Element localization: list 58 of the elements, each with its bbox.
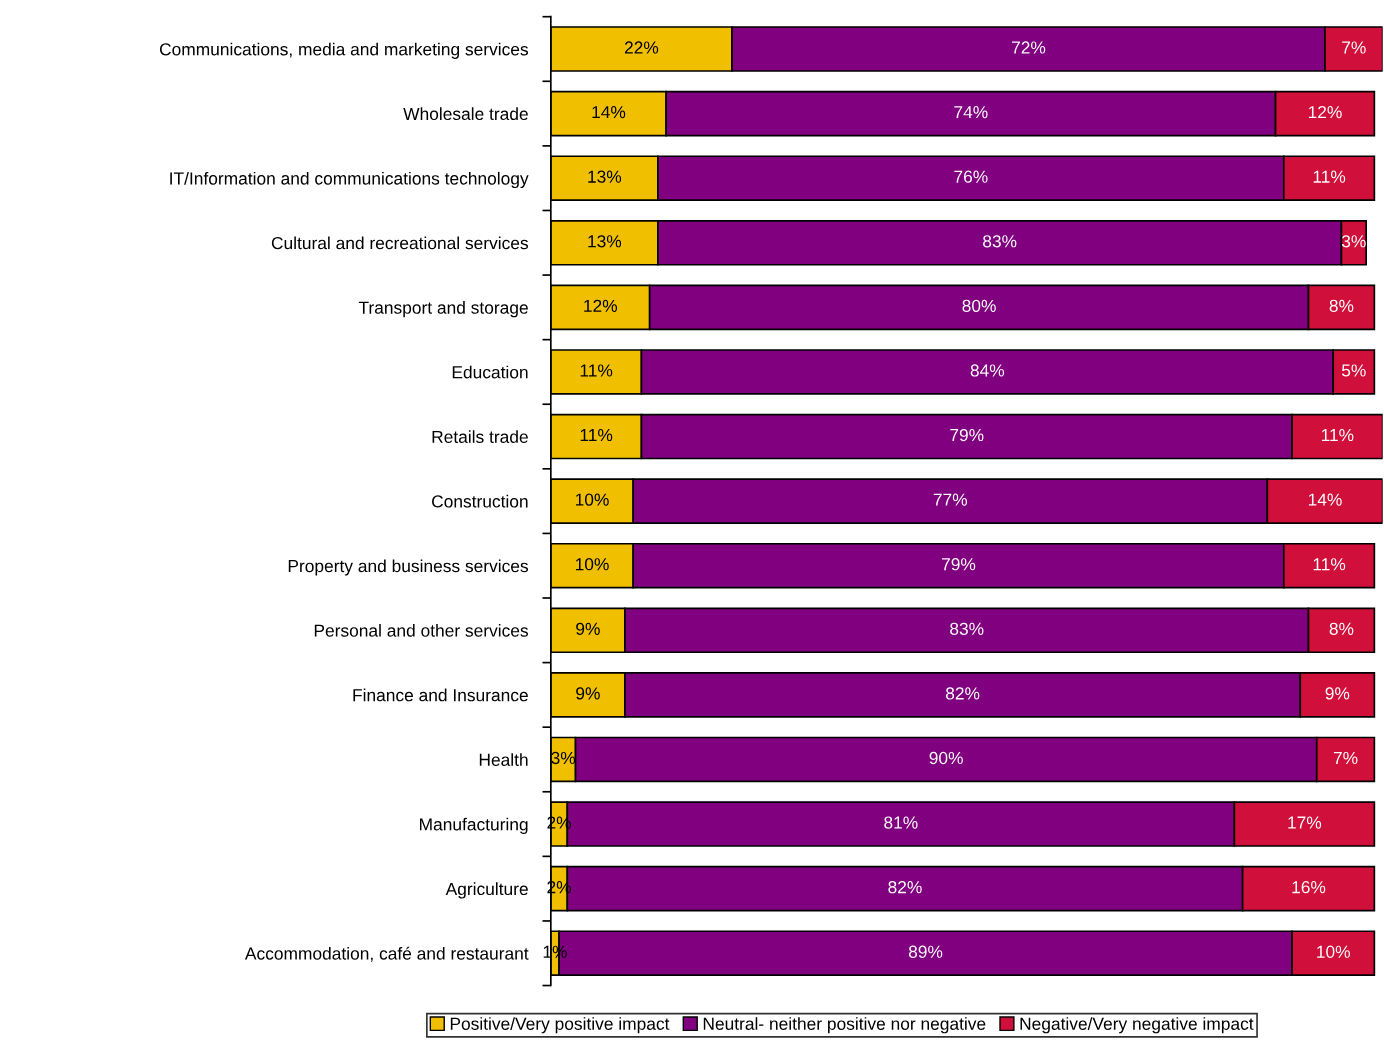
data-label: 13% — [588, 235, 622, 248]
data-label: 11% — [580, 428, 613, 442]
data-label: 90% — [929, 751, 963, 765]
data-label: 8% — [1329, 622, 1354, 635]
data-label: 10% — [575, 558, 609, 571]
data-label: 81% — [884, 816, 918, 829]
data-label: 14% — [592, 106, 626, 119]
legend-label: Negative/Very negative impact — [1020, 1017, 1254, 1034]
y-tick-label: Property and business services — [288, 559, 528, 576]
data-label: 83% — [983, 235, 1017, 248]
data-label: 77% — [933, 493, 968, 506]
y-tick-label: Agriculture — [445, 882, 528, 899]
y-tick-label: Accommodation, café and restaurant — [244, 946, 529, 962]
data-label: 10% — [1317, 945, 1350, 958]
y-tick-label: Wholesale trade — [403, 107, 528, 121]
data-label: 14% — [1308, 493, 1342, 506]
data-label: 12% — [1308, 105, 1342, 119]
data-label: 17% — [1288, 816, 1322, 829]
data-label: 11% — [580, 364, 613, 377]
data-label: 11% — [1313, 170, 1346, 183]
y-tick-label: Transport and storage — [358, 301, 528, 318]
y-tick-label: Construction — [432, 494, 528, 508]
y-tick-label: Personal and other services — [314, 624, 528, 637]
y-tick-label: Education — [452, 365, 528, 379]
y-tick-label: Retails trade — [432, 430, 528, 443]
data-label: 16% — [1292, 881, 1326, 894]
legend-label: Neutral- neither positive nor negative — [703, 1017, 986, 1034]
data-label: 7% — [1342, 41, 1366, 54]
legend-label: Positive/Very positive impact — [450, 1017, 670, 1034]
data-label: 9% — [576, 622, 600, 635]
y-tick-label: IT/Information and communications technology — [170, 171, 529, 189]
data-label: 83% — [950, 622, 984, 635]
y-tick-label: Finance and Insurance — [353, 688, 528, 702]
data-label: 76% — [954, 170, 988, 183]
data-label: 22% — [624, 41, 659, 54]
data-label: 72% — [1012, 41, 1046, 54]
y-tick-label: Communications, media and marketing services — [159, 42, 529, 59]
y-tick-label: Cultural and recreational services — [271, 236, 528, 250]
data-label: 79% — [942, 558, 976, 571]
data-label: 82% — [945, 687, 980, 700]
data-label: 10% — [575, 493, 609, 506]
data-label: 9% — [576, 687, 600, 700]
data-label: 79% — [950, 428, 984, 442]
y-tick-label: Health — [479, 753, 528, 766]
data-label: 11% — [1321, 428, 1354, 442]
data-label: 84% — [970, 364, 1005, 377]
data-label: 11% — [1313, 558, 1346, 571]
data-label: 12% — [584, 299, 617, 312]
data-label: 8% — [1329, 299, 1354, 313]
data-label: 9% — [1325, 687, 1350, 700]
data-label: 5% — [1341, 364, 1366, 377]
data-label: 74% — [954, 106, 988, 119]
data-label: 89% — [908, 945, 943, 958]
data-label: 7% — [1333, 751, 1358, 765]
y-tick-label: Manufacturing — [420, 817, 528, 834]
data-label: 80% — [962, 299, 996, 313]
data-label: 82% — [888, 881, 922, 894]
data-label: 13% — [588, 170, 622, 183]
